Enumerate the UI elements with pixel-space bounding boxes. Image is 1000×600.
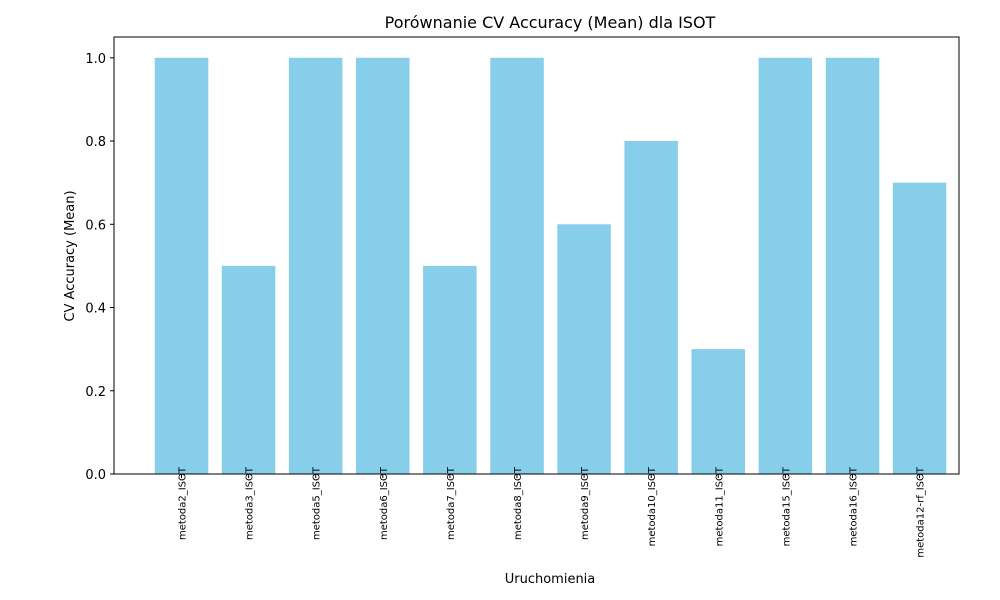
y-tick-label: 0.2 bbox=[85, 385, 106, 400]
bar-metoda6_ISOT bbox=[356, 57, 410, 475]
y-axis: 0.0 0.2 0.4 0.6 0.8 1.0 bbox=[85, 52, 114, 483]
x-tick-label: metoda9_ISOT bbox=[580, 466, 591, 540]
x-tick-label: metoda12-rf_ISOT bbox=[916, 466, 927, 558]
bar-metoda5_ISOT bbox=[288, 57, 343, 475]
bar-metoda8_ISOT bbox=[490, 57, 544, 475]
y-tick-label: 0.4 bbox=[85, 302, 106, 317]
x-axis-title: Uruchomienia bbox=[505, 572, 596, 587]
y-tick-label: 0.0 bbox=[85, 468, 106, 483]
bars-group bbox=[154, 57, 947, 475]
bar-metoda9_ISOT bbox=[557, 224, 611, 474]
x-tick-label: metoda16_ISOT bbox=[849, 466, 860, 546]
x-tick-label: metoda2_ISOT bbox=[178, 466, 189, 540]
chart-title: Porównanie CV Accuracy (Mean) dla ISOT bbox=[385, 13, 716, 32]
y-tick-label: 1.0 bbox=[85, 52, 106, 67]
x-tick-label: metoda6_ISOT bbox=[379, 466, 390, 540]
x-axis: metoda2_ISOT metoda3_ISOT metoda5_ISOT meto… bbox=[178, 466, 927, 558]
bar-metoda12-rf_ISOT bbox=[892, 182, 947, 474]
x-tick-label: metoda7_ISOT bbox=[446, 466, 457, 540]
x-tick-label: metoda3_ISOT bbox=[245, 466, 256, 540]
y-axis-title: CV Accuracy (Mean) bbox=[63, 190, 78, 321]
x-tick-label: metoda8_ISOT bbox=[513, 466, 524, 540]
bar-metoda10_ISOT bbox=[624, 141, 678, 474]
x-tick-label: metoda15_ISOT bbox=[781, 466, 792, 546]
x-tick-label: metoda10_ISOT bbox=[647, 466, 658, 546]
plot-frame bbox=[113, 36, 960, 475]
y-tick-label: 0.6 bbox=[85, 218, 106, 233]
bar-metoda2_ISOT bbox=[154, 57, 209, 475]
x-tick-label: metoda11_ISOT bbox=[714, 466, 725, 546]
y-tick-label: 0.8 bbox=[85, 135, 106, 150]
x-tick-label: metoda5_ISOT bbox=[312, 466, 323, 540]
bar-metoda11_ISOT bbox=[691, 349, 745, 474]
bar-metoda15_ISOT bbox=[758, 57, 813, 475]
bar-metoda16_ISOT bbox=[825, 57, 880, 475]
bar-metoda7_ISOT bbox=[423, 265, 477, 474]
bar-metoda3_ISOT bbox=[221, 265, 276, 474]
